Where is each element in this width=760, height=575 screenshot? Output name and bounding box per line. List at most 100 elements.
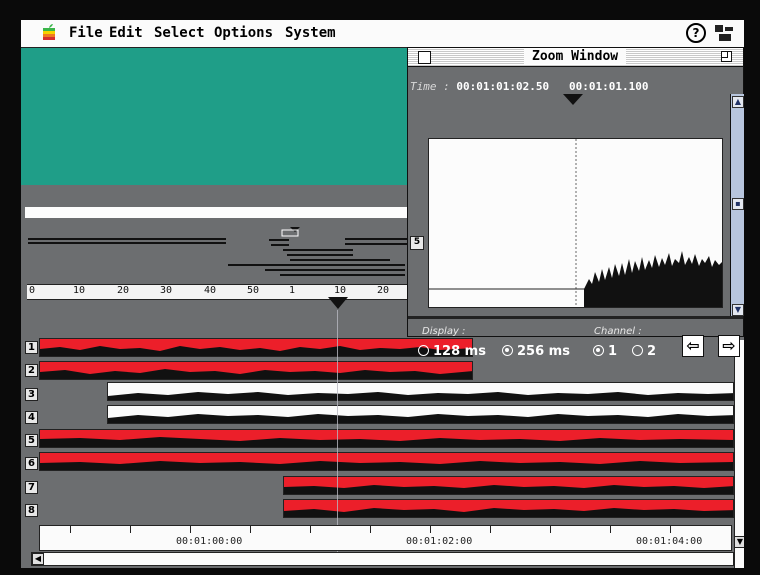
- zoom-vertical-scrollbar[interactable]: ▲ ▪ ▼: [730, 94, 744, 316]
- channel-radio-1[interactable]: 1: [593, 344, 617, 359]
- tick: [610, 526, 611, 533]
- left-arrow-icon[interactable]: ⇦: [682, 335, 704, 357]
- zoom-channel-label: 5: [410, 236, 424, 250]
- audio-track-3[interactable]: [107, 382, 734, 401]
- display-option-label: 256 ms: [517, 344, 570, 359]
- track-label[interactable]: 2: [25, 364, 38, 377]
- ruler-label: 30: [160, 285, 173, 296]
- zoom-window-title: Zoom Window: [524, 49, 627, 64]
- radio-selected-icon: [593, 345, 604, 356]
- tick: [370, 526, 371, 533]
- timecode-label: 00:01:04:00: [636, 536, 703, 547]
- track-label[interactable]: 6: [25, 457, 38, 470]
- right-arrow-icon[interactable]: ⇨: [718, 335, 740, 357]
- menu-file[interactable]: File: [69, 25, 103, 41]
- zoom-window-titlebar[interactable]: Zoom Window: [408, 48, 743, 67]
- current-time-line: [337, 310, 338, 555]
- waveform: [284, 485, 733, 494]
- scroll-up-icon[interactable]: ▲: [732, 96, 744, 108]
- time-readout: Time : 00:01:01:02.50 00:01:01.100: [410, 80, 648, 93]
- channel-radio-2[interactable]: 2: [632, 344, 656, 359]
- desktop-screen: File Edit Select Options System ? 0 10 2: [21, 20, 744, 568]
- tick: [490, 526, 491, 533]
- track-label[interactable]: 1: [25, 341, 38, 354]
- tick: [190, 526, 191, 533]
- timecode-label: 00:01:00:00: [176, 536, 243, 547]
- tick: [550, 526, 551, 533]
- waveform: [40, 461, 733, 470]
- channel-label: Channel :: [594, 326, 642, 337]
- track-label[interactable]: 5: [25, 434, 38, 447]
- radio-selected-icon: [502, 345, 513, 356]
- scroll-thumb[interactable]: ▪: [732, 198, 744, 210]
- channel-option-label: 2: [647, 344, 657, 359]
- display-radio-256[interactable]: 256 ms: [502, 344, 570, 359]
- tick: [430, 526, 431, 533]
- time-end: 00:01:01.100: [568, 80, 649, 93]
- close-box-icon[interactable]: [418, 51, 431, 64]
- track-label[interactable]: 3: [25, 388, 38, 401]
- zoom-window: Zoom Window Time : 00:01:01:02.50 00:01:…: [407, 47, 744, 359]
- audio-track-5[interactable]: [39, 429, 734, 448]
- menu-system[interactable]: System: [285, 25, 336, 41]
- audio-track-1[interactable]: [39, 338, 473, 357]
- time-label: Time :: [410, 80, 450, 93]
- horizontal-scrollbar[interactable]: ◀: [31, 552, 734, 566]
- help-balloon-icon[interactable]: ?: [686, 23, 706, 43]
- radio-icon: [418, 345, 429, 356]
- menu-bar: File Edit Select Options System ?: [21, 20, 744, 48]
- track-label[interactable]: 7: [25, 481, 38, 494]
- playhead-marker[interactable]: [328, 297, 348, 309]
- zoom-divider: [408, 316, 743, 319]
- waveform: [108, 414, 733, 423]
- overview-strip: [25, 207, 407, 218]
- overview-ruler: 0 10 20 30 40 50 1 10 20: [27, 284, 407, 300]
- audio-track-7[interactable]: [283, 476, 734, 495]
- display-label: Display :: [422, 326, 466, 337]
- display-radio-128[interactable]: 128 ms: [418, 344, 486, 359]
- timecode-label: 00:01:02:00: [406, 536, 473, 547]
- waveform: [108, 392, 733, 400]
- audio-track-4[interactable]: [107, 405, 734, 424]
- track-label[interactable]: 4: [25, 411, 38, 424]
- zoom-playhead-marker[interactable]: [563, 94, 583, 105]
- zoom-waveform-plot[interactable]: [428, 138, 723, 308]
- menu-options[interactable]: Options: [214, 25, 274, 41]
- ruler-label: 10: [73, 285, 86, 296]
- track-label[interactable]: 8: [25, 504, 38, 517]
- menu-select[interactable]: Select: [154, 25, 205, 41]
- time-start: 00:01:01:02.50: [456, 80, 550, 93]
- tick: [250, 526, 251, 533]
- ruler-label: 10: [334, 285, 347, 296]
- vertical-scrollbar[interactable]: ▼: [734, 340, 744, 568]
- ruler-label: 20: [377, 285, 390, 296]
- tick: [70, 526, 71, 533]
- application-icon[interactable]: [713, 23, 735, 43]
- scroll-down-icon[interactable]: ▼: [732, 304, 744, 316]
- ruler-label: 1: [289, 285, 296, 296]
- waveform: [284, 508, 733, 517]
- tick: [310, 526, 311, 533]
- scroll-left-icon[interactable]: ◀: [32, 553, 44, 565]
- apple-icon[interactable]: [41, 24, 57, 42]
- tick: [130, 526, 131, 533]
- ruler-label: 20: [117, 285, 130, 296]
- waveform: [40, 346, 472, 356]
- audio-track-2[interactable]: [39, 361, 473, 380]
- ruler-label: 50: [247, 285, 260, 296]
- channel-option-label: 1: [608, 344, 618, 359]
- display-option-label: 128 ms: [433, 344, 486, 359]
- menu-edit[interactable]: Edit: [109, 25, 143, 41]
- zoom-waveform: [429, 139, 722, 307]
- ruler-label: 40: [204, 285, 217, 296]
- audio-track-6[interactable]: [39, 452, 734, 471]
- timecode-ruler[interactable]: 00:01:00:00 00:01:02:00 00:01:04:00: [39, 525, 732, 551]
- ruler-label: 0: [29, 285, 36, 296]
- radio-icon: [632, 345, 643, 356]
- tick: [670, 526, 671, 533]
- video-preview: [21, 48, 407, 185]
- audio-track-8[interactable]: [283, 499, 734, 518]
- zoom-box-icon[interactable]: [721, 51, 732, 62]
- waveform: [40, 369, 472, 379]
- scroll-down-icon[interactable]: ▼: [734, 536, 744, 548]
